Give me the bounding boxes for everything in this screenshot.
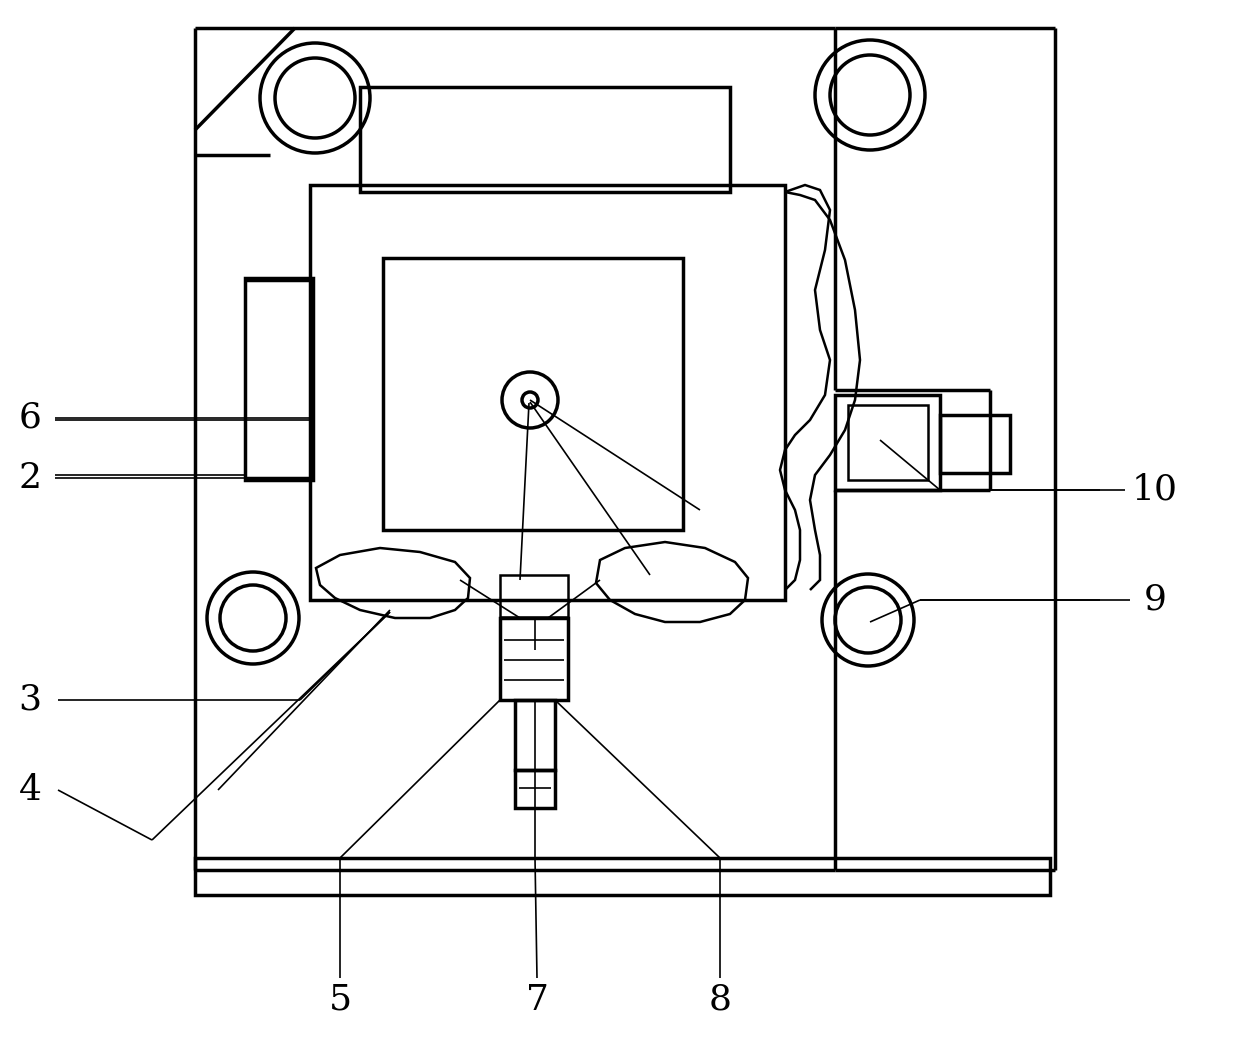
Text: 8: 8 (708, 983, 732, 1017)
Text: 2: 2 (19, 461, 41, 495)
Text: 9: 9 (1143, 583, 1167, 617)
Text: 6: 6 (19, 401, 41, 435)
Text: 7: 7 (526, 983, 548, 1017)
Text: 3: 3 (19, 683, 42, 717)
Text: 10: 10 (1132, 473, 1178, 507)
Text: 4: 4 (19, 773, 41, 807)
Text: 5: 5 (329, 983, 352, 1017)
